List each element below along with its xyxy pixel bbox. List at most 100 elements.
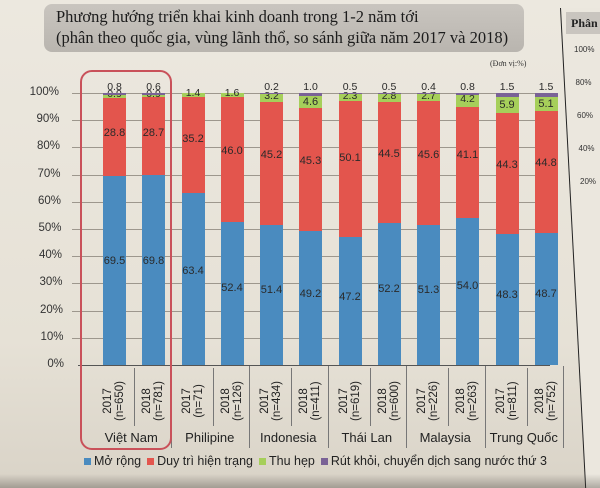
data-label: 44.3 <box>496 158 518 171</box>
country-label: Philipine <box>185 430 235 445</box>
sample-size-label: (n=600) <box>388 381 401 421</box>
bar-segment-rut-khoi: 0.5 <box>338 81 362 95</box>
legend-item: Duy trì hiện trạng <box>147 454 253 468</box>
bar-segment-thu-hep: 1.6 <box>220 87 244 99</box>
sample-size-label: (n=434) <box>271 381 283 421</box>
bar-segment-thu-hep: 2.8 <box>377 90 401 102</box>
x-sub-separator <box>369 368 371 426</box>
country-label: Malaysia <box>419 430 471 445</box>
bar-việt-nam-2017: 69.528.80.90.8 <box>103 81 126 365</box>
bar-segment-mo-rong: 54.0 <box>456 218 479 365</box>
bar-segment-duy-tri: 46.0 <box>220 97 244 223</box>
bar-thái-lan-2018: 52.2 44.5 2.8 0.5 <box>377 81 401 365</box>
x-sub-label: 2018 (n=263) <box>452 372 482 430</box>
data-label: 49.2 <box>299 287 322 300</box>
x-group-separator <box>406 366 407 448</box>
legend-label: Rút khỏi, chuyển dịch sang nước thứ 3 <box>330 454 547 468</box>
bar-segment-mo-rong: 52.4 <box>220 222 244 365</box>
bar-segment-duy-tri: 28.7 <box>142 97 165 176</box>
sample-size-label: (n=411) <box>310 381 322 421</box>
y-tick-label: 0% <box>47 358 64 370</box>
country-label: Indonesia <box>260 430 317 445</box>
data-label: 0.5 <box>381 81 397 94</box>
year-label: 2017 <box>416 388 428 414</box>
country-label: Việt Nam <box>104 430 158 445</box>
year-label: 2018 <box>298 388 310 414</box>
y-tick-label: 30% <box>39 276 63 289</box>
x-sub-label: 2017 (n=811) <box>492 372 522 430</box>
sample-size-label: (n=752) <box>545 381 558 421</box>
y-tick-label: 90% <box>36 113 60 126</box>
x-sub-label: 2018 (n=126) <box>217 372 247 430</box>
x-sub-label: 2017 (n=619) <box>335 372 365 430</box>
bar-segment-duy-tri: 50.1 <box>338 100 362 237</box>
x-sub-label: 2017 (n=226) <box>413 372 443 430</box>
bar-segment-thu-hep: 2.3 <box>338 90 362 102</box>
data-label: 4.6 <box>302 95 319 108</box>
legend-swatch-icon <box>84 457 91 465</box>
data-label: 46.0 <box>221 144 243 157</box>
bar-segment-thu-hep: 4.6 <box>299 95 322 109</box>
legend-swatch-icon <box>147 457 155 465</box>
x-sub-separator <box>526 368 528 426</box>
bar-segment-mo-rong: 51.3 <box>417 225 440 365</box>
data-label: 4.2 <box>460 92 475 105</box>
sample-size-label: (n=226) <box>428 381 440 421</box>
data-label: 1.6 <box>224 87 240 100</box>
bar-segment-thu-hep: 3.2 <box>260 90 283 103</box>
y-tick-label: 60% <box>37 194 61 207</box>
bar-segment-duy-tri: 44.3 <box>495 113 519 234</box>
data-label: 2.7 <box>421 89 436 102</box>
bar-segment-duy-tri: 28.8 <box>103 97 126 176</box>
x-sub-label: 2018 (n=600) <box>374 372 404 430</box>
x-group-separator <box>563 366 564 448</box>
bar-segment-mo-rong: 69.5 <box>103 175 126 365</box>
data-label: 2.3 <box>342 89 358 102</box>
bar-segment-thu-hep: 5.9 <box>495 97 519 114</box>
bar-segment-duy-tri: 45.2 <box>260 102 283 226</box>
data-label: 0.8 <box>107 81 122 94</box>
bar-segment-duy-tri: 44.5 <box>377 102 401 224</box>
chart-title-line-1: Phương hướng triển khai kinh doanh trong… <box>56 7 419 26</box>
data-label: 44.8 <box>535 157 557 170</box>
year-label: 2018 <box>376 388 389 414</box>
x-sub-separator <box>212 368 214 426</box>
x-sub-separator <box>134 368 135 426</box>
legend-label: Duy trì hiện trạng <box>157 454 253 468</box>
legend-swatch-icon <box>320 457 328 465</box>
x-sub-label: 2018 (n=411) <box>295 372 325 430</box>
bar-segment-rut-khoi: 0.2 <box>260 81 283 94</box>
bar-segment-duy-tri: 41.1 <box>456 106 479 219</box>
data-label: 3.2 <box>264 89 279 102</box>
bar-segment-duy-tri: 44.8 <box>534 110 558 233</box>
x-sub-label: 2018 (n=752) <box>531 372 561 430</box>
data-label: 69.8 <box>142 254 165 267</box>
country-label: Thái Lan <box>341 430 393 445</box>
legend: Mở rộng Duy trì hiện trạng Thu hẹp Rút khỏi… <box>84 454 547 468</box>
year-label: 2018 <box>219 388 232 414</box>
bar-malaysia-2018: 54.0 41.1 4.2 0.8 <box>456 81 479 365</box>
data-label: 0.2 <box>264 81 279 94</box>
data-label: 48.3 <box>496 288 518 301</box>
unit-label: (Đơn vị:%) <box>490 59 527 68</box>
x-sub-label: 2017 (n=434) <box>256 372 286 430</box>
legend-item: Rút khỏi, chuyển dịch sang nước thứ 3 <box>320 454 547 468</box>
bar-indonesia-2018: 49.2 45.3 4.6 1.0 <box>299 81 322 365</box>
year-label: 2017 <box>337 388 350 414</box>
data-label: 48.7 <box>535 288 557 301</box>
data-label: 0.4 <box>421 81 436 94</box>
year-label: 2018 <box>455 388 467 414</box>
data-label: 69.5 <box>103 255 126 268</box>
bar-segment-mo-rong: 69.8 <box>142 175 165 365</box>
side-panel-tick: 100% <box>574 45 595 54</box>
data-label: 51.3 <box>417 284 440 297</box>
data-label: 0.8 <box>460 81 475 94</box>
data-label: 28.8 <box>103 127 126 140</box>
y-tick-label: 70% <box>37 167 61 180</box>
legend-label: Mở rộng <box>94 454 142 468</box>
sample-size-label: (n=619) <box>349 381 362 421</box>
bar-segment-duy-tri: 35.2 <box>181 96 205 193</box>
data-label: 1.5 <box>538 81 554 93</box>
bar-trung-quốc-2017: 48.3 44.3 5.9 1.5 <box>495 81 519 365</box>
y-tick-label: 10% <box>40 330 64 343</box>
